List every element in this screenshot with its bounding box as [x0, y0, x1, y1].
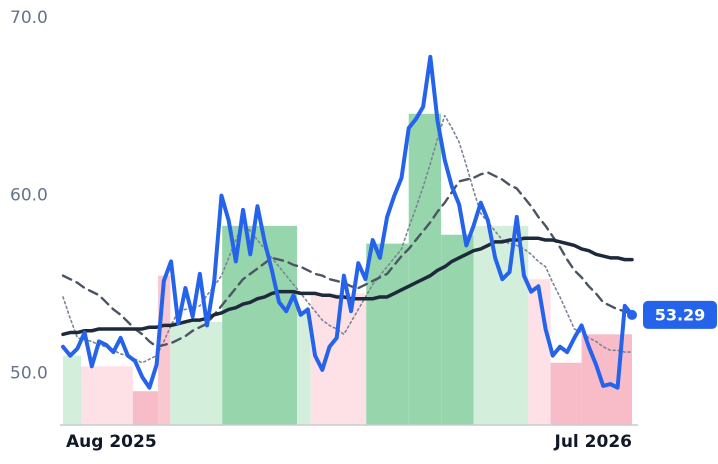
- labels: 50.0 60.0 70.0 Aug 2025 Jul 2026 53.29: [10, 8, 717, 452]
- band: [81, 366, 133, 425]
- band: [170, 321, 223, 425]
- band: [297, 312, 311, 425]
- lines: [61, 54, 637, 390]
- band: [132, 391, 159, 425]
- band: [550, 362, 582, 425]
- series-line: [61, 54, 634, 390]
- value-label: 53.29: [655, 305, 706, 324]
- band: [473, 225, 529, 425]
- y-tick-label: 60.0: [10, 186, 48, 206]
- end-dot: [627, 309, 637, 320]
- band: [441, 234, 474, 425]
- band: [63, 355, 82, 425]
- y-tick-label: 50.0: [10, 363, 48, 383]
- band: [408, 113, 442, 426]
- x-tick-label: Aug 2025: [66, 432, 157, 452]
- x-tick-label: Jul 2026: [554, 432, 633, 452]
- y-tick-label: 70.0: [10, 8, 48, 28]
- value-badge: [643, 300, 717, 329]
- band: [366, 243, 409, 425]
